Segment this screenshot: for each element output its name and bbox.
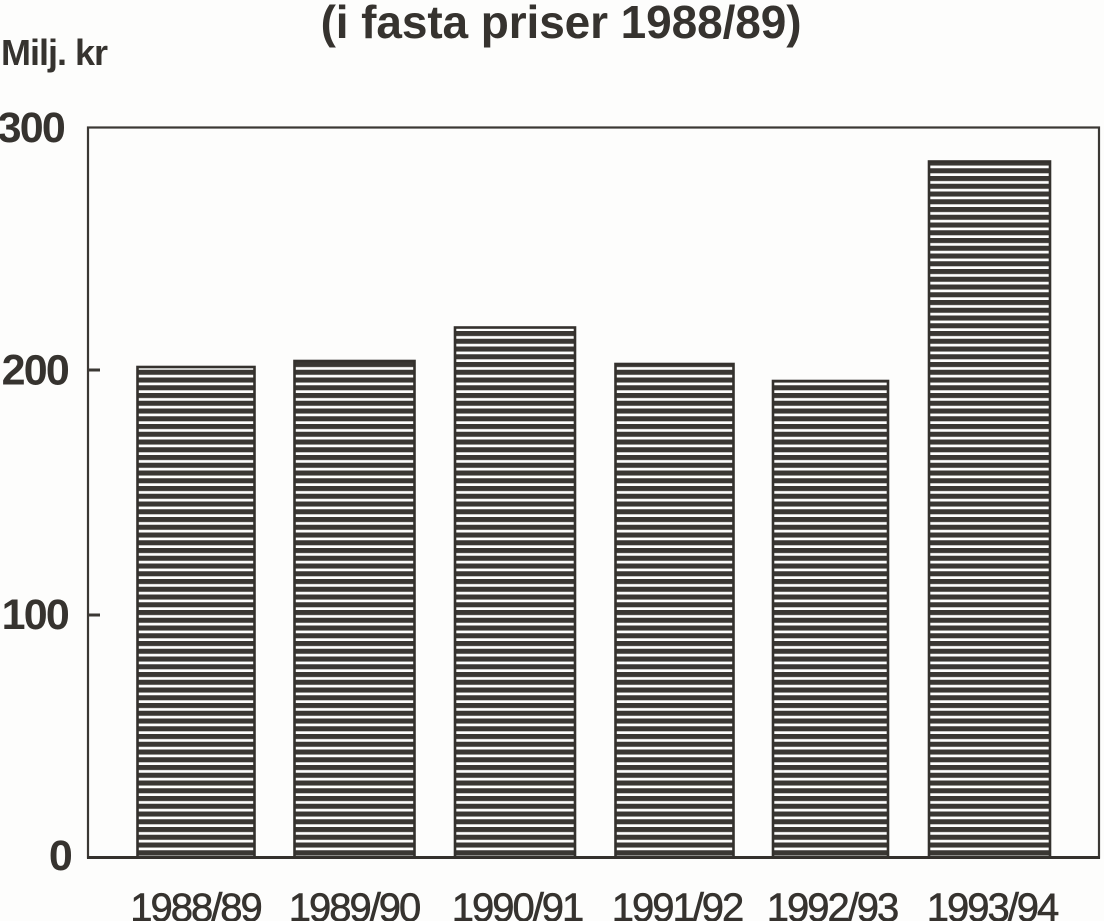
svg-text:1988/89: 1988/89	[130, 886, 261, 921]
svg-text:1989/90: 1989/90	[289, 886, 420, 921]
svg-text:1990/91: 1990/91	[452, 886, 583, 921]
svg-text:300: 300	[0, 104, 65, 152]
svg-text:0: 0	[49, 832, 72, 880]
svg-text:200: 200	[2, 347, 69, 395]
svg-text:1992/93: 1992/93	[767, 886, 898, 921]
svg-text:(i fasta priser 1988/89): (i fasta priser 1988/89)	[321, 0, 802, 48]
svg-text:Milj. kr: Milj. kr	[1, 32, 108, 73]
svg-text:1993/94: 1993/94	[927, 886, 1059, 921]
svg-text:100: 100	[2, 591, 69, 639]
svg-text:1991/92: 1991/92	[612, 886, 743, 921]
